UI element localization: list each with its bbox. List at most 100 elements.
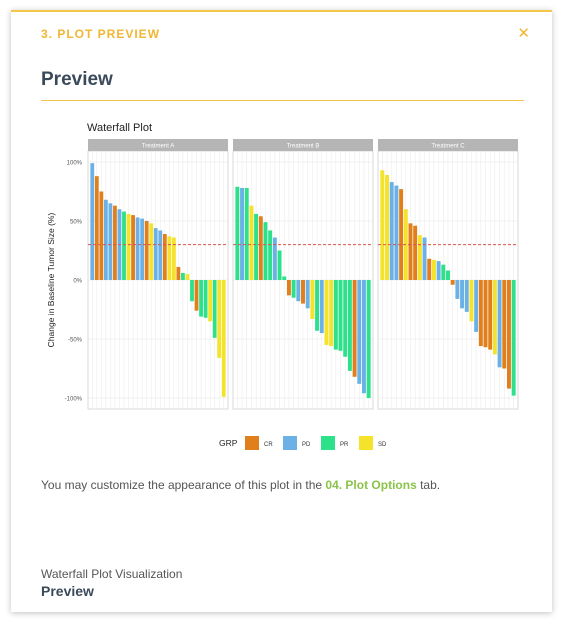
waterfall-bar — [103, 199, 108, 280]
waterfall-bar — [319, 280, 324, 334]
facet-strip-label: Treatment C — [431, 144, 465, 150]
waterfall-bar — [94, 176, 99, 280]
y-tick-label: -50% — [68, 338, 83, 344]
waterfall-bar — [511, 280, 516, 396]
plot-options-link[interactable]: 04. Plot Options — [325, 478, 417, 492]
waterfall-bar — [203, 280, 208, 318]
facet-strip — [378, 139, 518, 151]
waterfall-bar — [171, 237, 176, 280]
waterfall-bar — [268, 230, 273, 280]
waterfall-bar — [108, 203, 113, 280]
waterfall-bar — [176, 267, 181, 280]
legend-label: PD — [302, 442, 311, 448]
waterfall-bar — [333, 280, 338, 350]
chart-legend: GRP CR PD PR SD — [219, 436, 387, 450]
waterfall-bar — [310, 280, 315, 319]
waterfall-bar — [235, 186, 240, 280]
waterfall-bar — [153, 228, 158, 280]
waterfall-bar — [221, 280, 226, 397]
y-tick-label: 100% — [67, 161, 83, 167]
waterfall-bar — [347, 280, 352, 371]
waterfall-bar — [286, 280, 291, 296]
waterfall-bar — [460, 280, 465, 309]
waterfall-bar — [199, 280, 203, 317]
legend-label: PR — [340, 442, 349, 448]
waterfall-bar — [162, 233, 167, 280]
waterfall-bar — [113, 205, 117, 280]
waterfall-bar — [244, 187, 249, 280]
y-tick-label: 50% — [70, 220, 83, 226]
chart-title: Waterfall Plot — [87, 122, 152, 134]
legend-swatch — [359, 436, 373, 450]
legend-swatch — [321, 436, 335, 450]
waterfall-bar — [431, 259, 436, 280]
y-axis-label: Change in Baseline Tumor Size (%) — [46, 213, 56, 348]
waterfall-bar — [380, 170, 385, 280]
waterfall-bar — [301, 280, 305, 304]
facet-panel: Treatment A — [87, 139, 229, 410]
waterfall-bar — [305, 280, 310, 309]
legend-label: SD — [378, 442, 387, 448]
waterfall-bar — [135, 217, 140, 280]
waterfall-bar — [417, 235, 422, 280]
waterfall-bar — [389, 182, 394, 280]
facet-strip — [88, 139, 228, 151]
waterfall-bar — [357, 280, 362, 384]
footer-title: Preview — [41, 583, 94, 599]
y-tick-label: 0% — [73, 279, 82, 285]
waterfall-bar — [366, 280, 371, 398]
waterfall-bar — [436, 261, 441, 280]
waterfall-bar — [240, 187, 245, 280]
waterfall-bar — [249, 205, 254, 280]
waterfall-bar — [455, 280, 460, 299]
waterfall-bar — [338, 280, 343, 351]
waterfall-bar — [394, 185, 399, 280]
waterfall-bar — [296, 280, 301, 302]
waterfall-bar — [181, 272, 185, 280]
y-tick-label: -100% — [65, 397, 83, 403]
facet-panel: Treatment B — [232, 139, 374, 410]
waterfall-bar — [343, 280, 348, 357]
waterfall-bar — [194, 280, 199, 311]
waterfall-bar — [441, 264, 446, 280]
preview-title: Preview — [41, 69, 113, 90]
waterfall-bar — [488, 280, 493, 350]
legend-swatch — [245, 436, 259, 450]
waterfall-bar — [324, 280, 329, 345]
waterfall-bar — [131, 215, 135, 280]
waterfall-bar — [399, 189, 404, 280]
facet-strip-label: Treatment A — [142, 144, 174, 150]
x-close-icon[interactable]: ✕ — [517, 25, 530, 42]
legend-swatch — [283, 436, 297, 450]
waterfall-bar — [217, 280, 222, 358]
waterfall-bar — [497, 280, 502, 368]
waterfall-bar — [263, 222, 268, 280]
title-divider — [41, 100, 524, 101]
waterfall-bar — [450, 280, 455, 285]
waterfall-bar — [282, 276, 287, 280]
waterfall-bar — [478, 280, 483, 347]
waterfall-bar — [140, 218, 145, 280]
waterfall-bar — [190, 280, 194, 302]
facet-strip-label: Treatment B — [287, 144, 320, 150]
waterfall-bar — [502, 280, 507, 369]
waterfall-bar — [315, 280, 320, 331]
waterfall-bar — [474, 280, 479, 332]
message-text-before: You may customize the appearance of this… — [41, 478, 326, 492]
facet-panel: Treatment C — [377, 139, 519, 410]
waterfall-bar — [329, 280, 334, 347]
waterfall-bar — [212, 280, 217, 338]
waterfall-bar — [427, 258, 432, 280]
waterfall-bar — [385, 174, 390, 280]
waterfall-bar — [158, 230, 163, 280]
waterfall-bar — [144, 221, 149, 280]
waterfall-bar — [149, 223, 154, 280]
waterfall-bar — [126, 213, 131, 280]
legend-label: CR — [264, 442, 273, 448]
waterfall-bar — [254, 213, 259, 280]
waterfall-bar — [483, 280, 488, 348]
waterfall-bar — [408, 223, 413, 280]
facet-strip — [233, 139, 373, 151]
waterfall-bar — [413, 225, 418, 280]
